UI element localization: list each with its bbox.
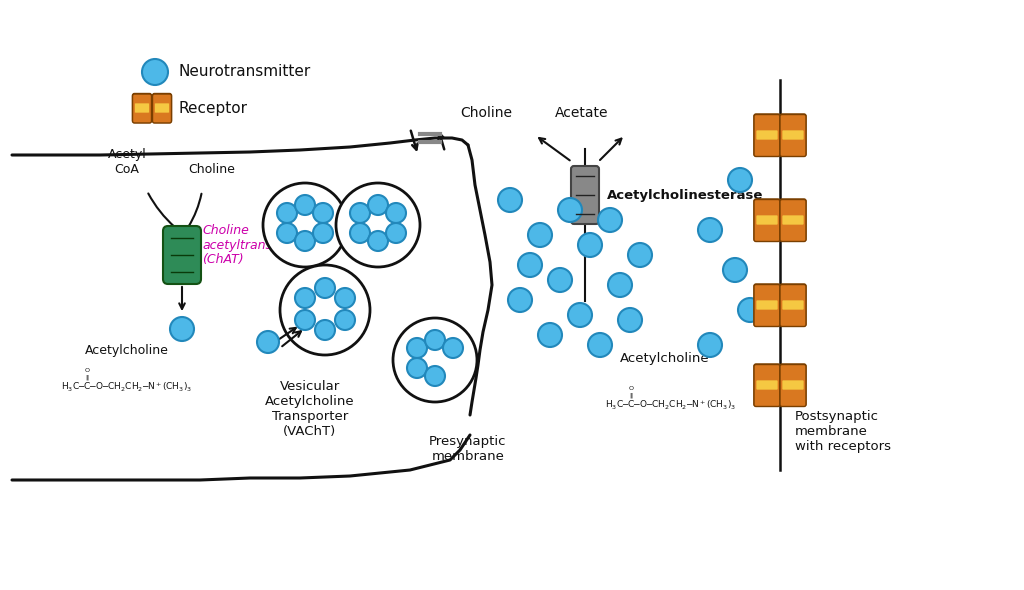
- Circle shape: [407, 338, 427, 358]
- Circle shape: [280, 265, 370, 355]
- Text: Vesicular
Acetylcholine
Transporter
(VAChT): Vesicular Acetylcholine Transporter (VAC…: [265, 380, 354, 438]
- FancyBboxPatch shape: [132, 93, 152, 123]
- Circle shape: [578, 233, 602, 257]
- FancyBboxPatch shape: [780, 114, 806, 156]
- Circle shape: [386, 223, 406, 243]
- Circle shape: [628, 243, 652, 267]
- FancyBboxPatch shape: [754, 114, 780, 156]
- FancyBboxPatch shape: [756, 300, 778, 310]
- Text: Choline
acetyltransferase
(ChAT): Choline acetyltransferase (ChAT): [202, 224, 311, 267]
- Circle shape: [350, 223, 370, 243]
- Circle shape: [425, 330, 445, 350]
- Circle shape: [407, 358, 427, 378]
- Text: Acetyl
CoA: Acetyl CoA: [108, 148, 146, 176]
- FancyBboxPatch shape: [780, 199, 806, 241]
- Text: Presynaptic
membrane: Presynaptic membrane: [429, 435, 507, 463]
- FancyBboxPatch shape: [780, 284, 806, 326]
- Circle shape: [588, 333, 612, 357]
- Circle shape: [313, 223, 333, 243]
- Circle shape: [538, 323, 562, 347]
- Text: Receptor: Receptor: [178, 100, 247, 116]
- Text: Acetylcholine: Acetylcholine: [85, 344, 169, 357]
- Circle shape: [386, 203, 406, 223]
- Circle shape: [315, 278, 335, 298]
- Text: $\rm H_3C \!\!-\!\! \overset{O}{\overset{\|}{C}} \!\!-\!\! O \!\!-\!\! CH_2CH_2 : $\rm H_3C \!\!-\!\! \overset{O}{\overset…: [605, 385, 736, 412]
- FancyBboxPatch shape: [780, 364, 806, 406]
- Circle shape: [618, 308, 642, 332]
- FancyBboxPatch shape: [782, 130, 804, 140]
- Circle shape: [738, 298, 762, 322]
- Text: Choline: Choline: [188, 163, 236, 176]
- Circle shape: [368, 195, 388, 215]
- Text: Choline: Choline: [460, 106, 512, 120]
- Circle shape: [295, 195, 315, 215]
- FancyBboxPatch shape: [153, 94, 171, 123]
- FancyBboxPatch shape: [134, 103, 150, 113]
- FancyBboxPatch shape: [780, 114, 806, 156]
- FancyBboxPatch shape: [754, 199, 780, 241]
- FancyBboxPatch shape: [132, 94, 152, 123]
- Circle shape: [142, 59, 168, 85]
- Text: Neurotransmitter: Neurotransmitter: [178, 64, 310, 80]
- FancyBboxPatch shape: [754, 365, 780, 407]
- Circle shape: [598, 208, 622, 232]
- FancyBboxPatch shape: [153, 93, 171, 123]
- FancyBboxPatch shape: [155, 103, 170, 113]
- Circle shape: [368, 231, 388, 251]
- FancyBboxPatch shape: [571, 166, 599, 224]
- FancyBboxPatch shape: [756, 380, 778, 390]
- Circle shape: [315, 320, 335, 340]
- Circle shape: [257, 331, 279, 353]
- Circle shape: [278, 203, 297, 223]
- Circle shape: [728, 168, 752, 192]
- FancyBboxPatch shape: [756, 215, 778, 225]
- Circle shape: [498, 188, 522, 212]
- FancyBboxPatch shape: [780, 365, 806, 407]
- Circle shape: [336, 183, 420, 267]
- Circle shape: [723, 258, 746, 282]
- FancyBboxPatch shape: [754, 284, 780, 326]
- Text: Postsynaptic
membrane
with receptors: Postsynaptic membrane with receptors: [795, 410, 891, 453]
- FancyBboxPatch shape: [754, 364, 780, 406]
- Text: Acetylcholinesterase: Acetylcholinesterase: [607, 188, 763, 202]
- Circle shape: [393, 318, 477, 402]
- FancyBboxPatch shape: [163, 226, 201, 284]
- FancyBboxPatch shape: [782, 380, 804, 390]
- Circle shape: [263, 183, 347, 267]
- FancyBboxPatch shape: [754, 114, 780, 156]
- Circle shape: [350, 203, 370, 223]
- Circle shape: [548, 268, 572, 292]
- Circle shape: [295, 310, 315, 330]
- Text: Acetate: Acetate: [555, 106, 608, 120]
- Circle shape: [313, 203, 333, 223]
- Text: $\rm H_3C \!\!-\!\! \overset{O}{\overset{\|}{C}} \!\!-\!\! O \!\!-\!\! CH_2CH_2 : $\rm H_3C \!\!-\!\! \overset{O}{\overset…: [61, 367, 193, 394]
- FancyBboxPatch shape: [754, 199, 780, 241]
- Circle shape: [425, 366, 445, 386]
- Circle shape: [295, 231, 315, 251]
- Circle shape: [698, 333, 722, 357]
- Circle shape: [528, 223, 552, 247]
- Circle shape: [568, 303, 592, 327]
- FancyBboxPatch shape: [782, 300, 804, 310]
- Circle shape: [608, 273, 632, 297]
- Circle shape: [558, 198, 582, 222]
- FancyBboxPatch shape: [754, 284, 780, 326]
- Circle shape: [508, 288, 532, 312]
- Circle shape: [278, 223, 297, 243]
- FancyBboxPatch shape: [756, 130, 778, 140]
- Circle shape: [335, 288, 355, 308]
- Text: Acetylcholine: Acetylcholine: [620, 352, 710, 365]
- Circle shape: [443, 338, 463, 358]
- Circle shape: [170, 317, 194, 341]
- FancyBboxPatch shape: [782, 215, 804, 225]
- Circle shape: [335, 310, 355, 330]
- Circle shape: [518, 253, 542, 277]
- FancyBboxPatch shape: [780, 284, 806, 326]
- Circle shape: [295, 288, 315, 308]
- Circle shape: [698, 218, 722, 242]
- FancyBboxPatch shape: [780, 199, 806, 241]
